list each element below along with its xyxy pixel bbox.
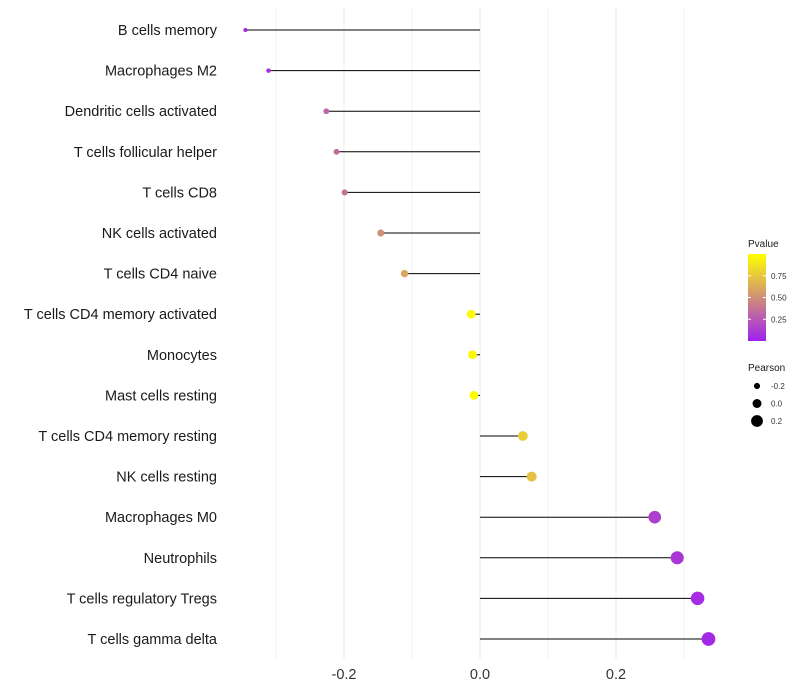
pvalue-colorbar [748,254,766,341]
category-label: T cells CD8 [142,185,217,201]
pvalue-legend: Pvalue 0.25 0.50 0.75 [748,239,787,341]
category-label: Dendritic cells activated [65,104,217,120]
lollipop-point [701,632,716,646]
lollipop-point [648,510,662,524]
category-label: Neutrophils [144,551,217,567]
colorbar-tick-label: 0.25 [771,315,787,324]
category-label: Monocytes [147,348,217,364]
category-label: T cells gamma delta [88,632,218,648]
pearson-legend-title: Pearson [748,363,785,374]
pvalue-colorbar-ticks: 0.25 0.50 0.75 [748,272,787,324]
lollipop-point [400,269,409,278]
lollipop-segments [245,29,709,640]
category-label: T cells CD4 memory resting [38,429,217,445]
category-label: T cells regulatory Tregs [67,591,217,607]
lollipop-point [690,591,705,606]
category-label: Mast cells resting [105,388,217,404]
lollipop-point [469,390,479,400]
category-label: Macrophages M0 [105,510,217,526]
pearson-legend-point [752,399,762,408]
pearson-legend-label: 0.2 [771,417,783,426]
category-labels: B cells memory Macrophages M2 Dendritic ce… [24,23,218,648]
pearson-legend: Pearson -0.2 0.0 0.2 [748,363,785,427]
lollipop-point [266,68,271,73]
x-tick-label: 0.0 [470,667,490,683]
lollipop-point [377,229,385,237]
pearson-legend-point [751,415,763,427]
category-label: T cells CD4 naive [104,267,217,283]
lollipop-point [670,551,684,565]
grid-lines [275,8,685,660]
lollipop-point [243,27,248,33]
pearson-legend-label: 0.0 [771,400,783,409]
lollipop-point [466,309,476,319]
x-tick-label: 0.2 [606,667,626,683]
lollipop-points [243,27,716,646]
category-label: Macrophages M2 [105,64,217,80]
lollipop-point [341,189,348,196]
category-label: NK cells resting [116,470,217,486]
lollipop-point [468,350,477,360]
lollipop-point [333,148,340,155]
colorbar-tick-label: 0.75 [771,272,787,281]
pearson-legend-items: -0.2 0.0 0.2 [751,382,785,427]
pearson-legend-label: -0.2 [771,382,785,391]
x-tick-label: -0.2 [332,667,357,683]
category-label: T cells CD4 memory activated [24,307,217,323]
pearson-legend-point [753,382,761,390]
lollipop-point [323,108,330,115]
category-label: B cells memory [118,23,218,39]
category-label: T cells follicular helper [74,145,217,161]
lollipop-point [526,471,537,482]
category-label: NK cells activated [102,226,217,242]
lollipop-point [517,431,528,441]
colorbar-tick-label: 0.50 [771,294,787,303]
x-axis-ticks: -0.2 0.0 0.2 [332,667,627,683]
pvalue-legend-title: Pvalue [748,239,779,250]
